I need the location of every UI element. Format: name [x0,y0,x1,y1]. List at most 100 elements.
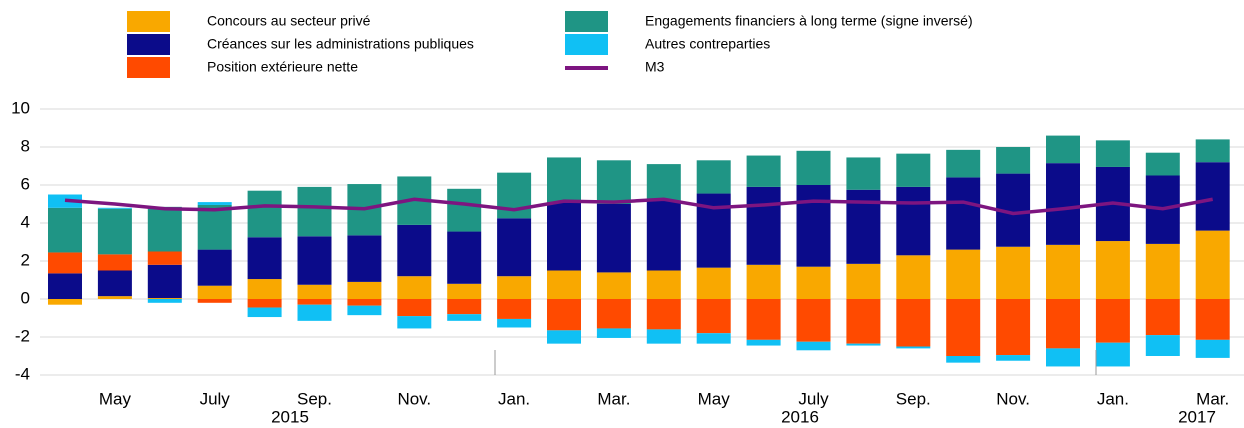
x-tick-label: Jan. [498,389,530,408]
bar [846,263,881,299]
y-tick-label: -2 [15,326,30,345]
bar [896,346,931,349]
bar [247,279,282,299]
bar [1145,243,1180,299]
bar [347,235,382,282]
bar [147,251,182,265]
bar [846,157,881,190]
bar [646,329,681,344]
bar [1046,244,1080,299]
bar [48,252,82,274]
bar [447,299,482,315]
bar [147,206,182,252]
bar [596,272,631,299]
bar [347,305,382,316]
bar [796,185,831,267]
bar [48,273,82,299]
bar [1195,162,1230,231]
bar [397,316,432,329]
bar [397,299,432,317]
bar [696,267,731,299]
bar [1095,140,1130,167]
bar [1046,163,1080,245]
bar [447,231,482,284]
bar [297,304,332,321]
x-tick-label: May [698,389,731,408]
bar [247,237,282,280]
bar [1195,230,1230,299]
bar [596,160,631,204]
bar [247,307,282,318]
legend-swatch [127,34,170,55]
bar [197,299,232,303]
year-label: 2017 [1178,407,1216,426]
bar [447,283,482,299]
legend-label: Concours au secteur privé [207,13,371,29]
bar [97,207,132,209]
bar [596,299,631,329]
bar [946,149,981,178]
x-tick-label: Sep. [896,389,931,408]
bar [297,299,332,305]
legend-label: Engagements financiers à long terme (sig… [645,13,973,29]
bar [1145,152,1180,176]
bar [646,200,681,271]
bar [1195,299,1230,340]
y-tick-label: -4 [15,364,30,383]
bar [1046,348,1080,367]
bar [996,246,1031,299]
line [64,197,1214,216]
x-tick-label: July [798,389,829,408]
bar [746,339,781,346]
bar [547,270,581,299]
bar [197,202,232,205]
bar [547,330,581,344]
x-tick-label: Jan. [1097,389,1129,408]
year-label: 2015 [271,407,309,426]
bar [846,343,881,346]
bar [1095,342,1130,367]
bar [696,299,731,334]
bar [247,299,282,308]
bar [596,328,631,338]
bar [996,355,1031,361]
bar [97,270,132,297]
bar [447,314,482,321]
bar [796,150,831,185]
x-tick-label: Mar. [597,389,630,408]
bar [147,299,182,303]
bar [1095,299,1130,343]
bar [1046,299,1080,349]
y-tick-label: 8 [21,136,30,155]
y-tick-label: 2 [21,250,30,269]
bar [147,264,182,299]
legend-label: Autres contreparties [645,36,770,52]
bar [996,299,1031,356]
bar [746,264,781,299]
bar [896,299,931,347]
bar [946,356,981,363]
bar [197,285,232,299]
legend-label: Créances sur les administrations publiqu… [207,36,474,52]
year-label: 2016 [781,407,819,426]
bar [596,204,631,273]
bar [746,299,781,340]
bar [646,164,681,201]
bar [297,236,332,285]
legend-swatch [127,11,170,32]
y-tick-label: 0 [21,288,30,307]
bar [347,281,382,299]
y-tick-label: 10 [11,98,30,117]
bar [497,218,532,277]
x-tick-label: Nov. [996,389,1030,408]
bar [696,333,731,344]
bar [97,296,132,299]
bar [1046,135,1080,164]
bar [646,299,681,330]
bar [946,299,981,356]
legend-swatch [565,66,608,70]
bar [1145,335,1180,356]
bar [1095,241,1130,299]
bar [447,188,482,232]
bar [946,249,981,299]
